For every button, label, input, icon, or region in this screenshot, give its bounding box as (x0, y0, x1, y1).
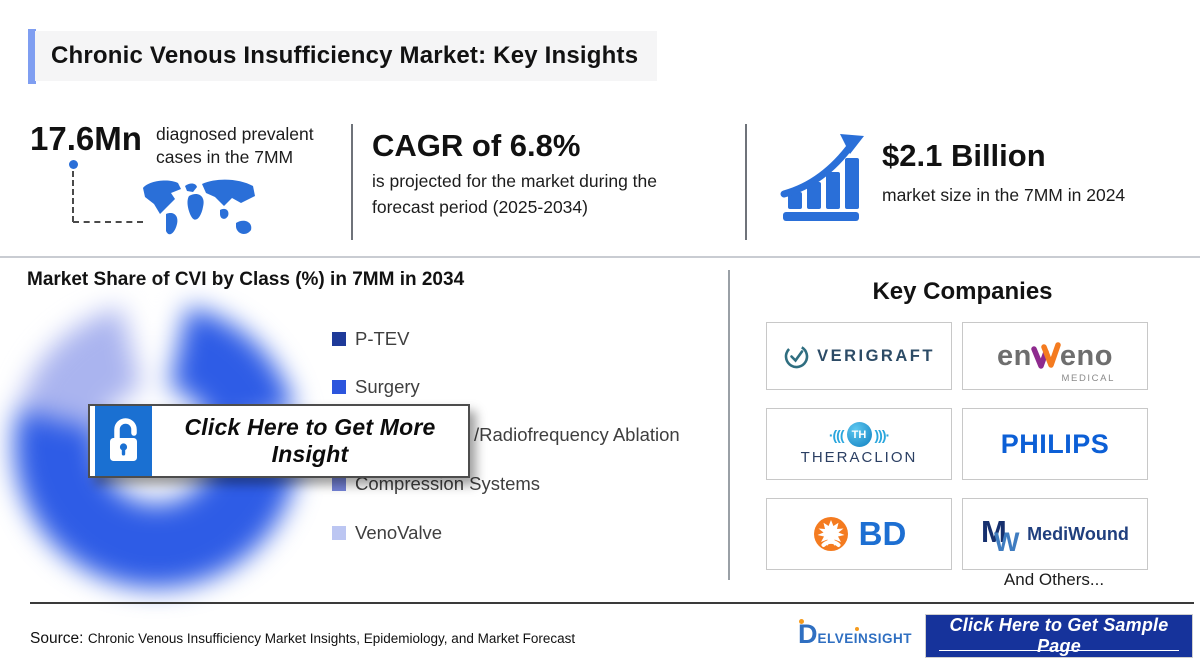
legend-label: Compression Systems (355, 473, 541, 494)
enveno-w-icon (1031, 342, 1061, 369)
cagr-line1: is projected for the market during the (372, 171, 658, 191)
source-text: Chronic Venous Insufficiency Market Insi… (87, 631, 576, 646)
theraclion-th-icon: TH (846, 422, 872, 447)
legend-item-surgery: Surgery (332, 376, 420, 398)
cagr-line2: forecast period (2025-2034) (372, 197, 588, 217)
enveno-logo-text-left: en (997, 339, 1032, 372)
mediwound-logo-text: MediWound (1027, 523, 1129, 544)
title-accent-bar (28, 29, 36, 84)
legend-item-ptev: P-TEV (332, 328, 409, 350)
svg-text:M: M (981, 515, 1007, 549)
bd-logo-text: BD (858, 515, 907, 552)
legend-marker (332, 380, 346, 394)
insight-button-label: Click Here to Get More Insight (184, 414, 436, 467)
logo-card-philips: PHILIPS (962, 408, 1148, 480)
growth-chart-icon (780, 134, 864, 221)
prevalence-value: 17.6Mn (30, 120, 142, 157)
svg-text:W: W (994, 527, 1020, 553)
legend-label-fragment: /Radiofrequency Ablation (474, 424, 680, 445)
footer-divider (30, 602, 1194, 604)
connector-dashed-horizontal (73, 221, 143, 223)
philips-logo-text: PHILIPS (1000, 428, 1110, 459)
connector-dashed-vertical (72, 171, 74, 222)
market-size-value: $2.1 Billion (882, 138, 1046, 173)
mediwound-mw-icon: M W (981, 515, 1020, 553)
enveno-medical-text: MEDICAL (1061, 372, 1115, 384)
stats-divider-1 (351, 124, 353, 240)
legend-label: Surgery (355, 376, 420, 397)
legend-item-venovalve: VenoValve (332, 522, 442, 544)
legend-marker (332, 526, 346, 540)
verigraft-logo-text: VERIGRAFT (817, 346, 935, 365)
legend-item-compression-systems: Compression Systems (332, 473, 540, 495)
source-label: Source: (30, 630, 84, 647)
verigraft-check-icon (784, 344, 809, 368)
prevalence-label: diagnosed prevalent cases in the 7MM (156, 124, 314, 168)
delveinsight-logo: D ELVEINSIGHT (798, 619, 913, 649)
page-title: Chronic Venous Insufficiency Market: Key… (51, 42, 639, 69)
logo-card-mediwound: M W MediWound (962, 498, 1148, 570)
legend-item-radiofrequency-ablation: /Radiofrequency Ablation (474, 424, 680, 446)
delveinsight-person-dot (799, 619, 804, 624)
title-bar: Chronic Venous Insufficiency Market: Key… (35, 31, 657, 81)
market-share-title: Market Share of CVI by Class (%) in 7MM … (27, 269, 465, 290)
insight-button-icon-block (95, 406, 152, 476)
stats-divider-2 (745, 124, 747, 240)
market-size-label: market size in the 7MM in 2024 (882, 185, 1126, 205)
sample-button-label: Click Here to Get Sample Page (949, 615, 1169, 656)
enveno-logo-text-right: eno (1059, 339, 1113, 372)
theraclion-waves-right: )))· (874, 426, 891, 443)
source-line: Source: Chronic Venous Insufficiency Mar… (30, 630, 575, 648)
legend-label: P-TEV (355, 328, 410, 349)
key-companies-title: Key Companies (872, 278, 1053, 305)
bd-sun-icon (813, 517, 848, 551)
legend-label: VenoValve (355, 522, 443, 543)
get-more-insight-button[interactable]: Click Here to Get More Insight (88, 404, 470, 478)
world-map-icon (143, 179, 255, 235)
sample-button-underline (939, 650, 1179, 651)
legend-marker (332, 332, 346, 346)
get-sample-page-button[interactable]: Click Here to Get Sample Page (925, 614, 1193, 658)
logo-card-verigraft: VERIGRAFT (766, 322, 952, 390)
section-divider (0, 256, 1200, 258)
theraclion-logo-text: THERACLION (800, 449, 918, 466)
and-others-text: And Others... (1003, 570, 1105, 589)
legend-marker (332, 477, 346, 491)
delveinsight-logo-text: ELVEINSIGHT (817, 631, 913, 646)
logo-card-bd: BD (766, 498, 952, 570)
theraclion-waves-left: ·((( (828, 426, 845, 443)
logo-card-theraclion: ·((( TH )))· THERACLION (766, 408, 952, 480)
panel-divider (728, 270, 730, 580)
logo-card-enveno: en eno MEDICAL (962, 322, 1148, 390)
unlock-icon (109, 418, 137, 461)
cagr-value: CAGR of 6.8% (372, 128, 581, 163)
connector-dot (69, 160, 78, 169)
delveinsight-logo-d: D (798, 619, 818, 649)
